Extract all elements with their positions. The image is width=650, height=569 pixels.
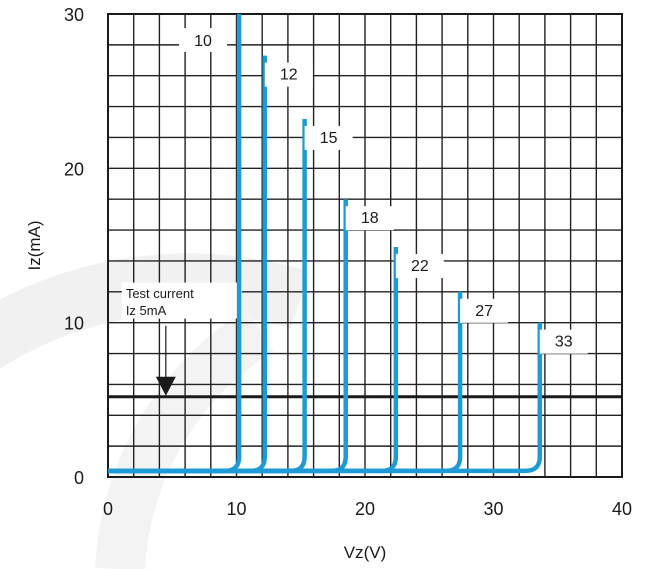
curve-label-18: 18	[361, 210, 379, 227]
y-tick-label: 10	[64, 314, 84, 334]
curve-label-22: 22	[411, 258, 429, 275]
y-axis-title: Iz(mA)	[25, 220, 44, 270]
curve-label-bg	[395, 254, 444, 279]
plot-frame	[107, 13, 623, 478]
y-tick-labels: 0 10 20 30	[64, 5, 84, 488]
curve-series	[108, 14, 543, 474]
test-current-label-bg	[121, 282, 242, 319]
curve-label-bg	[539, 329, 588, 354]
curve-label-bg	[179, 28, 228, 52]
curve-33v	[108, 322, 543, 474]
test-current-label-line2: Iz 5mA	[126, 303, 167, 318]
curve-labels: 10 12 15 18 22 27 33	[179, 28, 588, 354]
curve-label-10: 10	[194, 33, 212, 50]
curve-label-bg	[345, 206, 394, 231]
curve-label-12: 12	[280, 67, 298, 84]
test-current-label-line1: Test current	[126, 286, 194, 301]
x-tick-label: 10	[226, 499, 246, 519]
x-tick-label: 0	[103, 499, 113, 519]
test-current-marker: Test current Iz 5mA	[108, 282, 622, 399]
x-tick-label: 30	[483, 499, 503, 519]
y-tick-label: 30	[64, 5, 84, 25]
x-tick-label: 40	[612, 499, 632, 519]
curve-label-bg	[304, 125, 353, 150]
watermark-arc-lower	[95, 308, 274, 569]
curve-label-bg	[460, 298, 509, 323]
x-axis-title: Vz(V)	[344, 543, 387, 562]
plot-grid	[108, 14, 622, 477]
curve-label-33: 33	[555, 334, 573, 351]
y-tick-label: 20	[64, 159, 84, 179]
x-tick-labels: 0 10 20 30 40	[103, 499, 632, 519]
test-current-arrow-head	[155, 376, 176, 396]
x-tick-label: 20	[355, 499, 375, 519]
curve-label-27: 27	[475, 303, 493, 320]
curve-label-15: 15	[320, 130, 338, 147]
y-tick-label: 0	[74, 468, 84, 488]
curve-label-bg	[264, 62, 313, 87]
